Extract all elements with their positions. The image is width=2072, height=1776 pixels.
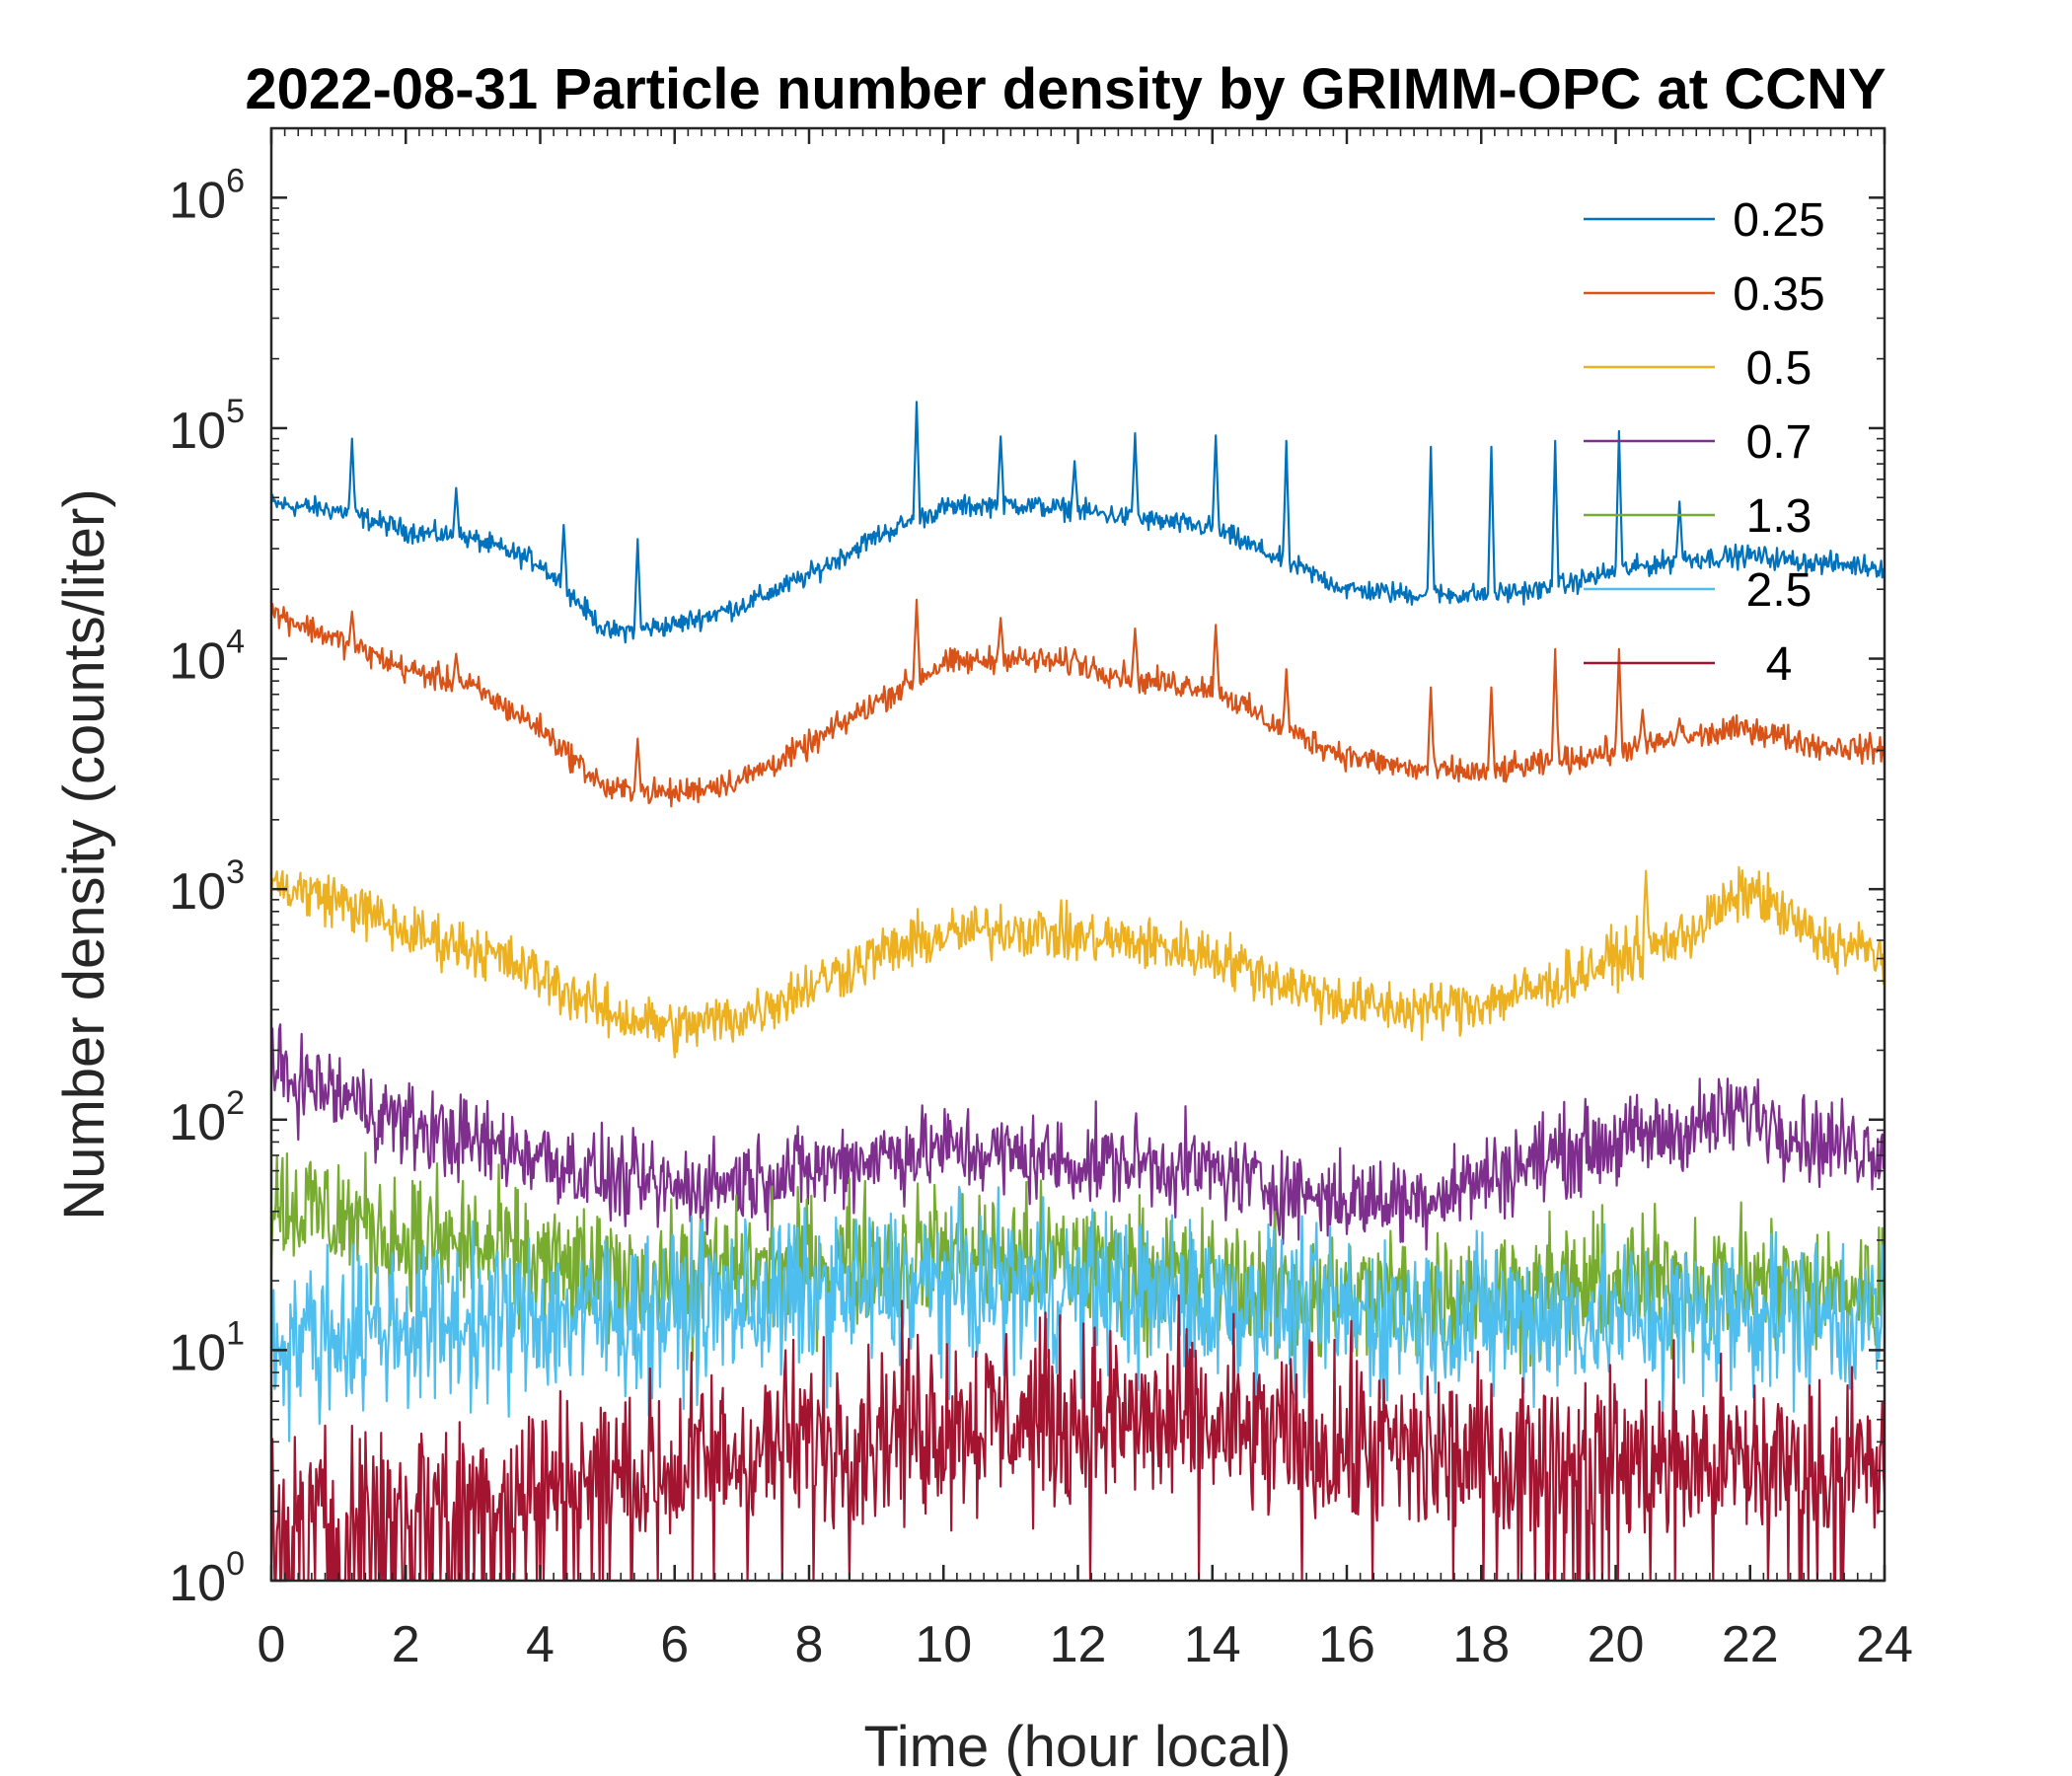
x-tick-label: 16 xyxy=(1318,1616,1375,1673)
legend-label: 0.25 xyxy=(1733,194,1824,247)
y-tick-labels: 100 101 102 103 104 105 106 xyxy=(169,162,245,1612)
y-tick-label: 104 xyxy=(169,624,245,691)
x-tick-label: 22 xyxy=(1722,1616,1779,1673)
legend-label: 0.35 xyxy=(1733,268,1824,321)
legend-label: 2.5 xyxy=(1746,564,1813,617)
legend-label: 0.7 xyxy=(1746,416,1813,469)
x-tick-label: 8 xyxy=(795,1616,824,1673)
y-tick-label: 106 xyxy=(169,162,245,229)
x-tick-label: 4 xyxy=(526,1616,555,1673)
x-tick-label: 14 xyxy=(1184,1616,1241,1673)
series-line-0.35 xyxy=(269,598,1887,808)
series-line-0.7 xyxy=(269,1023,1887,1251)
y-axis-label: Number density (counts/liter) xyxy=(52,488,116,1220)
x-tick-labels: 0 2 4 6 8 10 12 14 16 18 20 22 24 xyxy=(258,1616,1913,1673)
series-line-1.3 xyxy=(269,1151,1887,1375)
x-tick-label: 6 xyxy=(660,1616,689,1673)
x-axis-label: Time (hour local) xyxy=(864,1715,1292,1776)
series-line-0.25 xyxy=(269,401,1886,644)
x-tick-label: 24 xyxy=(1856,1616,1913,1673)
x-tick-label: 10 xyxy=(915,1616,972,1673)
series-line-0.5 xyxy=(269,865,1887,1059)
y-tick-label: 100 xyxy=(169,1545,245,1612)
y-tick-label: 101 xyxy=(169,1314,245,1381)
x-tick-label: 20 xyxy=(1588,1616,1645,1673)
x-tick-label: 2 xyxy=(392,1616,420,1673)
series-line-2.5 xyxy=(269,1185,1886,1443)
chart-title: 2022-08-31 Particle number density by GR… xyxy=(245,57,1886,121)
legend-label: 4 xyxy=(1766,638,1793,691)
y-tick-label: 103 xyxy=(169,853,245,921)
plot-area xyxy=(269,401,1887,1583)
x-tick-label: 18 xyxy=(1452,1616,1510,1673)
tick-marks xyxy=(269,127,1887,1583)
y-tick-label: 105 xyxy=(169,393,245,460)
legend: 0.25 0.35 0.5 0.7 1.3 2.5 4 xyxy=(1584,194,1825,691)
x-tick-label: 12 xyxy=(1050,1616,1107,1673)
y-tick-label: 102 xyxy=(169,1084,245,1151)
legend-label: 0.5 xyxy=(1746,342,1813,395)
legend-label: 1.3 xyxy=(1746,490,1813,543)
x-tick-label: 0 xyxy=(258,1616,286,1673)
